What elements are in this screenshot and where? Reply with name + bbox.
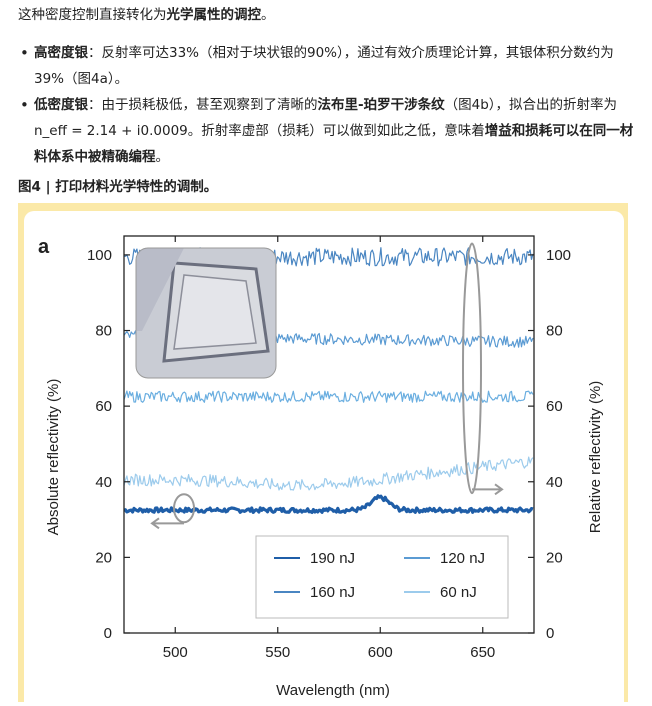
y-axis-label-right: Relative reflectivity (%) <box>587 381 604 534</box>
figure-caption: 图4 | 打印材料光学特性的调制。 <box>18 179 218 195</box>
x-tick-label: 500 <box>163 644 188 661</box>
plot-frame <box>123 235 535 634</box>
y-tick-label-right: 0 <box>546 625 554 642</box>
series-line-0 <box>123 494 534 514</box>
legend-box <box>255 535 509 619</box>
y-tick-label-right: 100 <box>546 247 571 264</box>
left-axis-indicator-ellipse <box>173 493 195 524</box>
figure-frame: 500 550 600 650 0 20 40 60 80 100 0 20 40 60 80 100 190… <box>18 203 628 702</box>
inset-micrograph <box>136 248 276 378</box>
x-tick-label: 600 <box>368 644 393 661</box>
y-tick-label-left: 80 <box>95 323 112 340</box>
series-line-3 <box>123 390 534 403</box>
y-axis-label-left: Absolute reflectivity (%) <box>45 379 62 536</box>
list-item-high-density: 高密度银：反射率可达33%（相对于块状银的90%），通过有效介质理论计算，其银体… <box>18 40 643 92</box>
legend-label: 60 nJ <box>440 584 477 601</box>
y-tick-label-left: 100 <box>87 247 112 264</box>
y-tick-label-left: 60 <box>95 398 112 415</box>
right-axis-indicator-arrow <box>472 483 504 496</box>
y-tick-label-left: 40 <box>95 474 112 491</box>
inset-border <box>135 247 277 379</box>
left-axis-indicator-arrow <box>150 517 184 530</box>
reflectivity-chart: 500 550 600 650 0 20 40 60 80 100 0 20 40 60 80 100 190… <box>38 235 604 699</box>
panel-label: a <box>38 236 50 258</box>
y-tick-label-right: 40 <box>546 474 563 491</box>
y-tick-label-right: 80 <box>546 323 563 340</box>
series-line-4 <box>123 456 534 491</box>
inset-square-inner <box>173 274 257 350</box>
legend-label: 160 nJ <box>310 584 355 601</box>
x-axis-label: Wavelength (nm) <box>276 682 390 699</box>
right-axis-indicator-ellipse <box>462 242 482 495</box>
findings-list: 高密度银：反射率可达33%（相对于块状银的90%），通过有效介质理论计算，其银体… <box>18 40 643 170</box>
y-tick-label-left: 0 <box>104 625 112 642</box>
inset-shadow <box>136 248 184 331</box>
intro-sentence: 这种密度控制直接转化为光学属性的调控。 <box>18 7 275 23</box>
figure-panel: 500 550 600 650 0 20 40 60 80 100 0 20 40 60 80 100 190… <box>24 211 624 702</box>
y-tick-label-left: 20 <box>95 549 112 566</box>
x-tick-label: 550 <box>265 644 290 661</box>
list-item-low-density: 低密度银：由于损耗极低，甚至观察到了清晰的法布里-珀罗干涉条纹（图4b），拟合出… <box>18 92 643 170</box>
y-tick-label-right: 60 <box>546 398 563 415</box>
x-tick-label: 650 <box>470 644 495 661</box>
legend-label: 190 nJ <box>310 550 355 567</box>
y-tick-label-right: 20 <box>546 549 563 566</box>
legend-label: 120 nJ <box>440 550 485 567</box>
